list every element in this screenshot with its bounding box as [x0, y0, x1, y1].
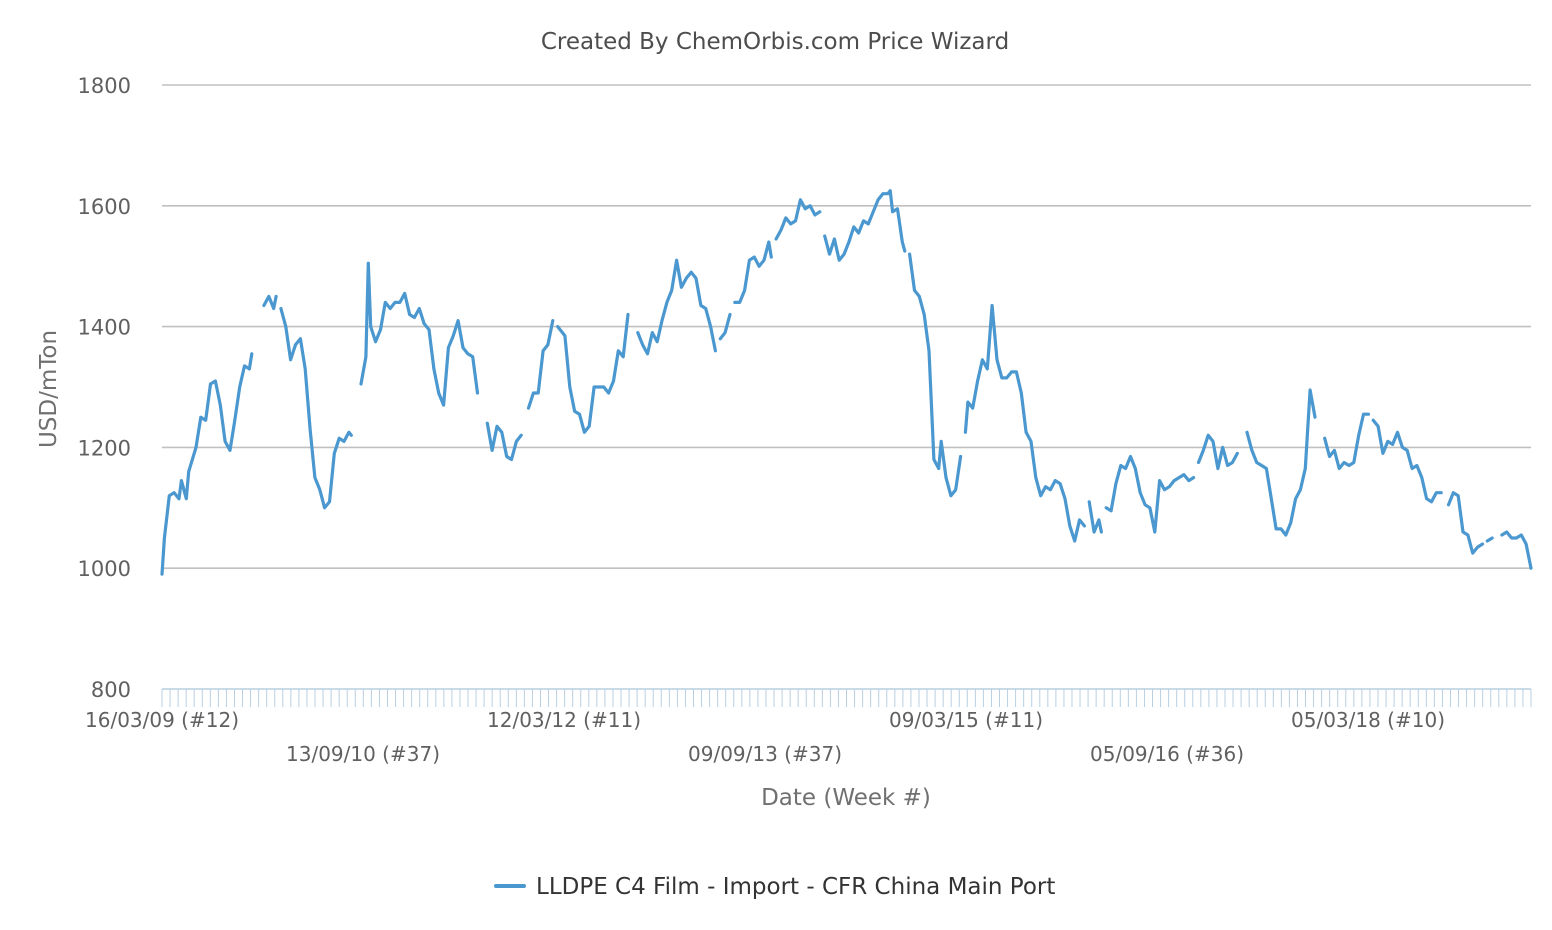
y-tick-label: 800	[91, 678, 131, 702]
x-axis-ticks	[161, 688, 1532, 707]
series-line-segment	[908, 252, 963, 498]
series-line-segment	[1245, 388, 1317, 537]
series-line-segment	[1500, 530, 1533, 570]
x-axis-title: Date (Week #)	[761, 785, 931, 811]
series-line-segment	[1323, 412, 1370, 471]
series-line-segment	[823, 189, 907, 262]
y-tick-label: 1400	[78, 316, 131, 340]
series-line-segment	[1087, 500, 1103, 534]
series-line-segment	[526, 319, 555, 410]
x-tick-label: 16/03/09 (#12)	[85, 708, 239, 732]
y-axis-title: USD/mTon	[36, 330, 62, 448]
axis-labels: 800 1000 1200 1400 1600 1800 16/03/09 (#12) 13/…	[78, 74, 1445, 766]
series-lines	[160, 189, 1533, 576]
legend-item-label[interactable]: LLDPE C4 Film - Import - CFR China Main …	[536, 874, 1055, 900]
series-line-segment	[359, 261, 480, 407]
x-tick-label: 05/09/16 (#36)	[1090, 742, 1244, 766]
x-tick-label: 09/03/15 (#11)	[889, 708, 1043, 732]
series-line-segment	[485, 421, 523, 462]
series-line-segment	[718, 312, 732, 341]
gridlines	[162, 84, 1531, 570]
series-line-segment	[160, 352, 254, 576]
chart-title: Created By ChemOrbis.com Price Wizard	[541, 29, 1009, 55]
y-tick-label: 1600	[78, 195, 131, 219]
series-line-segment	[1371, 418, 1443, 504]
series-line-segment	[733, 240, 773, 304]
x-tick-label: 05/03/18 (#10)	[1291, 708, 1445, 732]
x-tick-label: 09/09/13 (#37)	[688, 742, 842, 766]
series-line-segment	[774, 198, 822, 241]
series-line-segment	[262, 294, 278, 311]
series-line-segment	[279, 306, 353, 510]
legend[interactable]: LLDPE C4 Film - Import - CFR China Main …	[494, 874, 1055, 900]
y-tick-label: 1200	[78, 436, 131, 460]
series-line-segment	[1485, 536, 1494, 543]
x-tick-label: 12/03/12 (#11)	[487, 708, 641, 732]
series-line-segment	[556, 312, 630, 434]
y-tick-label: 1800	[78, 74, 131, 98]
x-tick-label: 13/09/10 (#37)	[286, 742, 440, 766]
series-line-segment	[1104, 454, 1196, 534]
series-line-segment	[1196, 433, 1239, 471]
series-line-segment	[636, 258, 717, 356]
series-line-segment	[1446, 491, 1485, 555]
y-tick-label: 1000	[78, 557, 131, 581]
series-line-segment	[963, 303, 1086, 543]
